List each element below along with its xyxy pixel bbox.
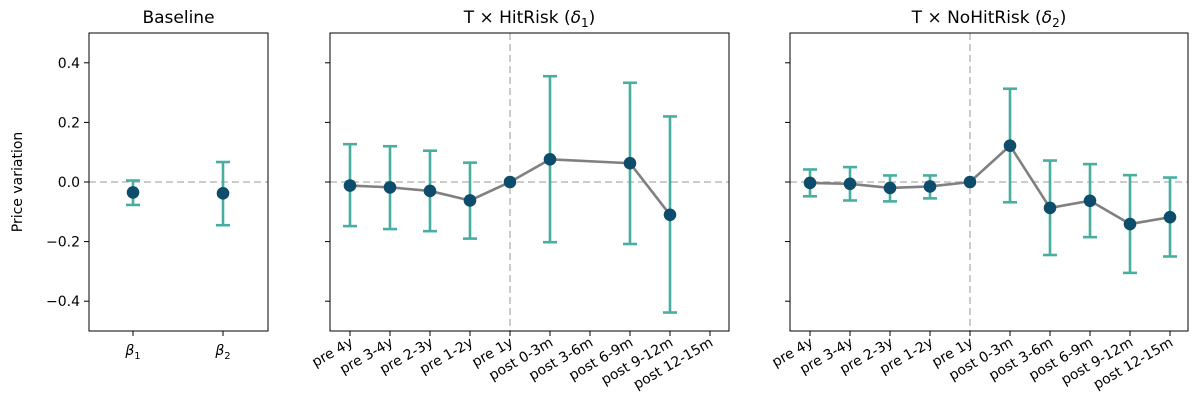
data-point <box>503 175 517 189</box>
x-tick-label-symbol: β <box>214 343 224 359</box>
x-tick-label-symbol: β <box>124 343 134 359</box>
panel-title-subscript: 1 <box>581 16 589 30</box>
data-point <box>543 153 557 166</box>
data-point <box>343 179 357 192</box>
y-tick-label: −0.2 <box>46 235 80 251</box>
y-tick-label: 0.2 <box>58 115 80 131</box>
panel-title-symbol: δ <box>1042 8 1052 28</box>
y-tick-label: 0.0 <box>58 175 80 191</box>
data-point <box>463 194 477 207</box>
x-tick-label-subscript: 2 <box>224 351 230 362</box>
data-point <box>963 175 977 189</box>
data-point <box>803 176 817 190</box>
y-tick-label: 0.4 <box>58 56 80 72</box>
x-tick-label: β2 <box>214 343 230 362</box>
data-point <box>883 181 897 195</box>
y-tick-label: −0.4 <box>46 294 80 310</box>
data-point <box>1123 217 1137 231</box>
panel-title: T × NoHitRisk (δ2) <box>911 8 1067 30</box>
data-point <box>1003 139 1017 152</box>
data-point <box>1163 210 1177 224</box>
y-axis-label: Price variation <box>10 132 26 233</box>
data-point <box>216 187 230 200</box>
data-point <box>383 181 397 194</box>
panel-title-subscript: 2 <box>1052 16 1060 30</box>
panel-title-symbol: δ <box>571 8 581 28</box>
panel-title: Baseline <box>142 8 214 28</box>
data-point <box>623 156 637 170</box>
series-line <box>349 158 672 216</box>
series-line <box>809 143 1171 226</box>
data-point <box>423 184 437 198</box>
panel-title-suffix: ) <box>589 8 596 28</box>
panel-title-text: T × HitRisk ( <box>463 8 571 28</box>
data-point <box>126 186 140 199</box>
data-point <box>1043 201 1057 215</box>
panel-title-suffix: ) <box>1060 8 1067 28</box>
panel-title: T × HitRisk (δ1) <box>463 8 596 30</box>
x-tick-label: β1 <box>124 343 140 362</box>
panel-title-text: T × NoHitRisk ( <box>911 8 1042 28</box>
x-tick-label-subscript: 1 <box>134 351 140 362</box>
data-point <box>1083 194 1097 208</box>
data-point <box>663 208 677 222</box>
data-point <box>923 180 937 193</box>
data-point <box>843 177 857 191</box>
